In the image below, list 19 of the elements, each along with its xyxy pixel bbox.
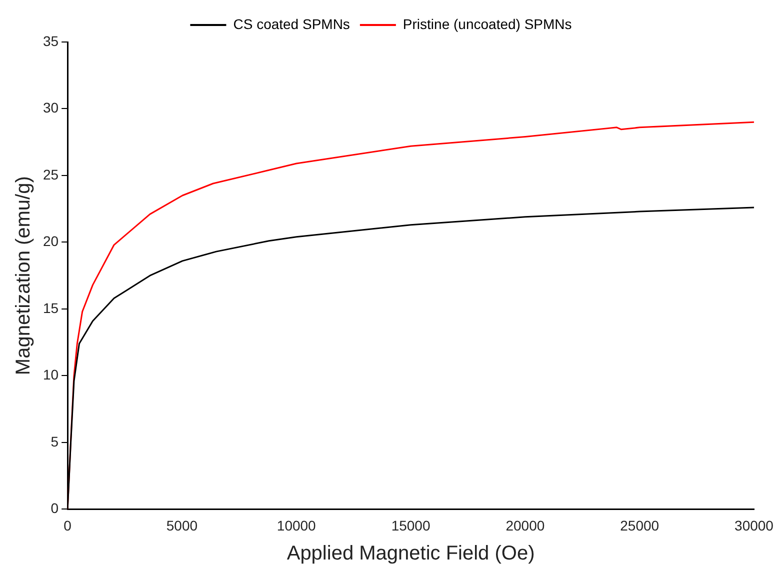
- y-tick-label: 25: [42, 166, 59, 182]
- x-tick-label: 20000: [506, 517, 545, 534]
- x-tick-label: 30000: [734, 517, 774, 534]
- x-tick-label: 10000: [276, 517, 316, 534]
- x-tick-label: 25000: [620, 517, 660, 534]
- y-tick-label: 35: [42, 32, 59, 49]
- y-tick-label: 10: [42, 366, 59, 383]
- legend-label: Pristine (uncoated) SPMNs: [402, 16, 572, 32]
- x-tick-label: 15000: [391, 517, 430, 534]
- legend-label: CS coated SPMNs: [233, 16, 350, 32]
- y-axis-title: Magnetization (emu/g): [12, 176, 35, 376]
- y-tick-label: 30: [42, 100, 59, 116]
- y-tick-label: 0: [50, 500, 59, 516]
- x-axis-title: Applied Magnetic Field (Oe): [286, 542, 535, 565]
- x-tick-label: 0: [64, 517, 72, 534]
- y-tick-label: 20: [42, 233, 59, 250]
- x-tick-label: 5000: [166, 517, 198, 534]
- y-tick-label: 5: [50, 433, 59, 450]
- y-tick-label: 15: [42, 300, 59, 316]
